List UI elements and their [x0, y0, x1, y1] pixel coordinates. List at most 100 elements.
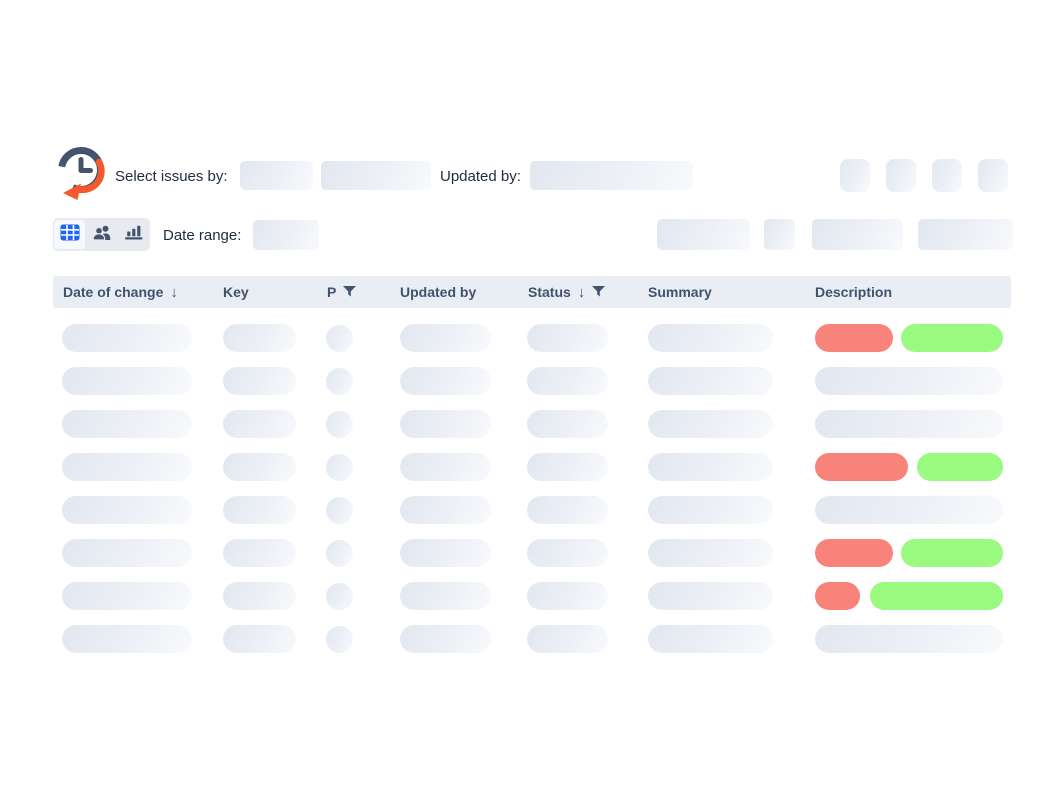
description-removed-pill: [815, 324, 893, 352]
column-label: Key: [223, 284, 249, 300]
updated-by-label: Updated by:: [440, 168, 521, 185]
skeleton-status-pill: [527, 582, 608, 610]
skeleton-summary-pill: [648, 625, 773, 653]
skeleton-summary-pill: [648, 324, 773, 352]
skeleton-status-pill: [527, 539, 608, 567]
skeleton-status-pill: [527, 367, 608, 395]
description-added-pill: [870, 582, 1003, 610]
clock-history-logo-icon: [53, 144, 111, 202]
skeleton-updated-by-pill: [400, 625, 491, 653]
updated-by-filter[interactable]: [530, 161, 693, 190]
quick-action-button-1[interactable]: [840, 159, 870, 192]
table-row: [0, 403, 1064, 446]
skeleton-key-pill: [223, 367, 296, 395]
skeleton-key-pill: [223, 625, 296, 653]
skeleton-key-pill: [223, 410, 296, 438]
skeleton-priority-circle: [326, 411, 353, 438]
quick-action-button-4[interactable]: [978, 159, 1008, 192]
view-toggle-chart[interactable]: [118, 220, 149, 249]
skeleton-description-pill: [815, 496, 1003, 524]
skeleton-summary-pill: [648, 453, 773, 481]
skeleton-key-pill: [223, 582, 296, 610]
select-issues-filter-2[interactable]: [321, 161, 431, 190]
sort-desc-icon[interactable]: ↓: [170, 283, 178, 301]
skeleton-priority-circle: [326, 540, 353, 567]
column-header-status[interactable]: Status ↓: [528, 276, 606, 308]
skeleton-summary-pill: [648, 539, 773, 567]
toolbar-control-4[interactable]: [918, 219, 1013, 250]
column-header-key[interactable]: Key: [223, 276, 249, 308]
skeleton-key-pill: [223, 496, 296, 524]
skeleton-priority-circle: [326, 497, 353, 524]
column-label: Status: [528, 284, 571, 300]
table-row: [0, 618, 1064, 661]
table-row: [0, 575, 1064, 618]
view-toggle-users[interactable]: [86, 220, 117, 249]
column-label: Summary: [648, 284, 712, 300]
skeleton-date-pill: [62, 410, 192, 438]
description-removed-pill: [815, 453, 908, 481]
quick-action-button-2[interactable]: [886, 159, 916, 192]
skeleton-updated-by-pill: [400, 496, 491, 524]
skeleton-status-pill: [527, 453, 608, 481]
skeleton-priority-circle: [326, 583, 353, 610]
filter-icon[interactable]: [343, 284, 357, 300]
skeleton-key-pill: [223, 453, 296, 481]
skeleton-updated-by-pill: [400, 582, 491, 610]
select-issues-by-label: Select issues by:: [115, 168, 228, 185]
skeleton-status-pill: [527, 410, 608, 438]
skeleton-key-pill: [223, 324, 296, 352]
skeleton-date-pill: [62, 582, 192, 610]
quick-action-button-3[interactable]: [932, 159, 962, 192]
column-label: Description: [815, 284, 893, 300]
description-added-pill: [901, 539, 1003, 567]
date-range-label: Date range:: [163, 227, 242, 244]
column-label: Updated by: [400, 284, 477, 300]
skeleton-date-pill: [62, 324, 192, 352]
skeleton-date-pill: [62, 539, 192, 567]
date-range-input[interactable]: [253, 220, 319, 250]
skeleton-description-pill: [815, 367, 1003, 395]
skeleton-updated-by-pill: [400, 324, 491, 352]
table-rows: [0, 317, 1064, 661]
skeleton-priority-circle: [326, 325, 353, 352]
toolbar-control-1[interactable]: [657, 219, 750, 250]
select-issues-filter-1[interactable]: [240, 161, 313, 190]
skeleton-status-pill: [527, 496, 608, 524]
column-header-description[interactable]: Description: [815, 276, 892, 308]
users-icon: [92, 224, 112, 245]
toolbar-control-3[interactable]: [812, 219, 903, 250]
skeleton-description-pill: [815, 625, 1003, 653]
skeleton-updated-by-pill: [400, 453, 491, 481]
sort-desc-icon[interactable]: ↓: [577, 283, 586, 301]
skeleton-description-pill: [815, 410, 1003, 438]
column-header-priority[interactable]: P: [327, 276, 357, 308]
skeleton-key-pill: [223, 539, 296, 567]
skeleton-date-pill: [62, 367, 192, 395]
column-header-summary[interactable]: Summary: [648, 276, 712, 308]
skeleton-summary-pill: [648, 582, 773, 610]
column-label: Date of change: [63, 284, 164, 300]
filter-icon[interactable]: [592, 284, 606, 300]
table-row: [0, 489, 1064, 532]
skeleton-updated-by-pill: [400, 410, 491, 438]
table-grid-icon: [60, 224, 80, 246]
description-removed-pill: [815, 539, 893, 567]
skeleton-summary-pill: [648, 367, 773, 395]
table-row: [0, 446, 1064, 489]
view-toggle-group: [53, 218, 150, 251]
table-row: [0, 317, 1064, 360]
toolbar-control-2[interactable]: [764, 219, 795, 250]
skeleton-date-pill: [62, 453, 192, 481]
column-label: P: [327, 284, 337, 300]
view-toggle-table[interactable]: [54, 220, 85, 249]
skeleton-priority-circle: [326, 454, 353, 481]
skeleton-status-pill: [527, 324, 608, 352]
column-header-date-of-change[interactable]: Date of change ↓: [63, 276, 178, 308]
column-header-updated-by[interactable]: Updated by: [400, 276, 476, 308]
skeleton-summary-pill: [648, 496, 773, 524]
skeleton-updated-by-pill: [400, 367, 491, 395]
skeleton-status-pill: [527, 625, 608, 653]
description-added-pill: [901, 324, 1003, 352]
